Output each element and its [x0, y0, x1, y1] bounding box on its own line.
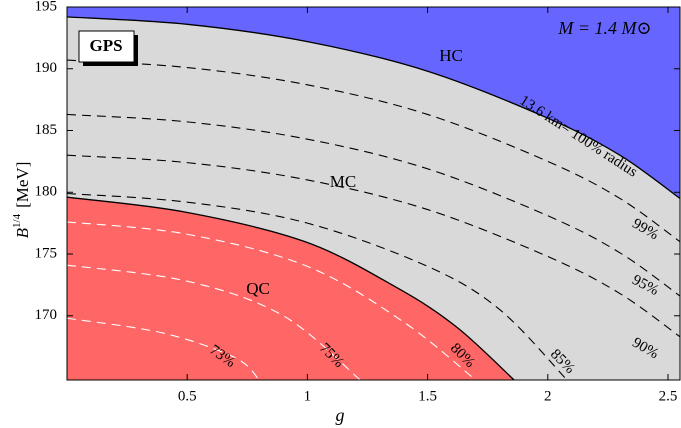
y-tick-label: 170 [35, 307, 58, 323]
x-axis-label: g [336, 405, 345, 425]
badge-box [78, 30, 135, 63]
y-tick-label: 190 [35, 60, 58, 76]
y-tick-label: 180 [35, 184, 58, 200]
contour-line [67, 221, 477, 380]
y-axis-symbol: B [13, 227, 32, 238]
plot-area [67, 7, 680, 380]
region-label: QC [246, 279, 270, 298]
x-tick-label: 2.5 [659, 388, 678, 404]
badge-label: GPS [89, 36, 122, 55]
boundary-line [67, 16, 680, 199]
boundary-line [67, 196, 515, 380]
y-tick-label: 195 [35, 0, 58, 14]
y-axis-label: B1/4 [MeV] [11, 162, 32, 239]
plot-frame [66, 6, 681, 381]
contour-line [67, 59, 680, 243]
y-axis-exponent: 1/4 [11, 213, 23, 228]
region-label: MC [330, 172, 356, 191]
y-tick-label: 185 [35, 122, 58, 138]
y-tick-label: 175 [35, 245, 58, 261]
mass-label: M = 1.4 M⊙ [557, 18, 651, 38]
region-qc [67, 197, 515, 380]
x-tick-label: 1 [304, 388, 312, 404]
contour-line [67, 264, 361, 380]
contour-line [67, 317, 260, 380]
region-hc [67, 7, 680, 199]
x-tick-label: 0.5 [178, 388, 197, 404]
x-tick-label: 2 [544, 388, 552, 404]
y-axis-unit: [MeV] [13, 162, 32, 208]
contour-line [67, 192, 568, 380]
x-tick-label: 1.5 [418, 388, 437, 404]
region-label: HC [439, 46, 463, 65]
contour-line [67, 113, 680, 297]
contour-line [67, 154, 680, 338]
